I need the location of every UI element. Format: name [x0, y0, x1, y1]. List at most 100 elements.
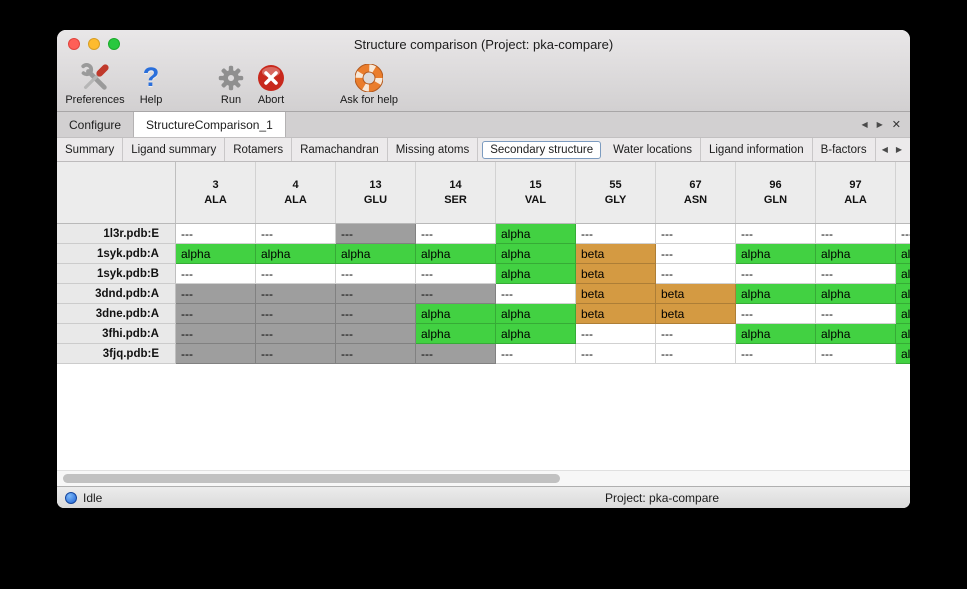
column-header[interactable]: 55 GLY: [576, 162, 656, 223]
secondary-structure-cell[interactable]: ---: [256, 224, 336, 244]
secondary-structure-cell[interactable]: ---: [256, 304, 336, 324]
secondary-structure-cell[interactable]: ---: [576, 324, 656, 344]
column-header[interactable]: 97 ALA: [816, 162, 896, 223]
secondary-structure-cell[interactable]: alpha: [816, 244, 896, 264]
secondary-structure-cell[interactable]: alpha: [416, 304, 496, 324]
tab-configure[interactable]: Configure: [57, 112, 135, 137]
secondary-structure-cell[interactable]: ---: [256, 284, 336, 304]
subtab-ligand-summary[interactable]: Ligand summary: [123, 138, 226, 161]
secondary-structure-cell[interactable]: alpha: [896, 284, 910, 304]
secondary-structure-cell[interactable]: beta: [576, 264, 656, 284]
secondary-structure-cell[interactable]: alpha: [496, 304, 576, 324]
secondary-structure-cell[interactable]: beta: [576, 244, 656, 264]
column-header[interactable]: [896, 162, 910, 223]
subtab-next-icon[interactable]: ▶: [895, 145, 902, 154]
secondary-structure-cell[interactable]: alpha: [496, 224, 576, 244]
secondary-structure-cell[interactable]: ---: [576, 224, 656, 244]
secondary-structure-cell[interactable]: alpha: [736, 244, 816, 264]
secondary-structure-cell[interactable]: ---: [336, 224, 416, 244]
secondary-structure-cell[interactable]: ---: [336, 304, 416, 324]
column-header[interactable]: 67 ASN: [656, 162, 736, 223]
secondary-structure-cell[interactable]: ---: [336, 284, 416, 304]
row-header[interactable]: 3fjq.pdb:E: [57, 344, 176, 364]
secondary-structure-cell[interactable]: ---: [176, 224, 256, 244]
secondary-structure-cell[interactable]: alpha: [896, 344, 910, 364]
close-window-button[interactable]: [68, 38, 80, 50]
secondary-structure-cell[interactable]: ---: [416, 224, 496, 244]
title-bar[interactable]: Structure comparison (Project: pka-compa…: [57, 30, 910, 58]
minimize-window-button[interactable]: [88, 38, 100, 50]
row-header[interactable]: 3dnd.pdb:A: [57, 284, 176, 304]
secondary-structure-cell[interactable]: alpha: [896, 264, 910, 284]
row-header[interactable]: 1syk.pdb:B: [57, 264, 176, 284]
secondary-structure-cell[interactable]: ---: [736, 264, 816, 284]
secondary-structure-cell[interactable]: alpha: [416, 324, 496, 344]
secondary-structure-cell[interactable]: ---: [256, 344, 336, 364]
row-header[interactable]: 1syk.pdb:A: [57, 244, 176, 264]
secondary-structure-cell[interactable]: ---: [576, 344, 656, 364]
column-header[interactable]: 15 VAL: [496, 162, 576, 223]
secondary-structure-cell[interactable]: ---: [336, 264, 416, 284]
subtab-ramachandran[interactable]: Ramachandran: [292, 138, 388, 161]
subtab-rotamers[interactable]: Rotamers: [225, 138, 293, 161]
secondary-structure-cell[interactable]: ---: [656, 264, 736, 284]
preferences-button[interactable]: Preferences: [63, 61, 127, 106]
subtab-secondary-structure[interactable]: Secondary structure: [482, 140, 602, 159]
secondary-structure-cell[interactable]: beta: [656, 284, 736, 304]
secondary-structure-cell[interactable]: ---: [176, 344, 256, 364]
row-header[interactable]: 1l3r.pdb:E: [57, 224, 176, 244]
row-header[interactable]: 3fhi.pdb:A: [57, 324, 176, 344]
subtab-ligand-information[interactable]: Ligand information: [701, 138, 813, 161]
column-header[interactable]: 96 GLN: [736, 162, 816, 223]
secondary-structure-cell[interactable]: beta: [576, 304, 656, 324]
secondary-structure-cell[interactable]: alpha: [496, 244, 576, 264]
secondary-structure-cell[interactable]: beta: [656, 304, 736, 324]
tab-structure-comparison-1[interactable]: StructureComparison_1: [134, 112, 286, 137]
zoom-window-button[interactable]: [108, 38, 120, 50]
secondary-structure-cell[interactable]: ---: [176, 324, 256, 344]
secondary-structure-cell[interactable]: ---: [656, 244, 736, 264]
secondary-structure-cell[interactable]: ---: [656, 324, 736, 344]
column-header[interactable]: 3 ALA: [176, 162, 256, 223]
tab-close-icon[interactable]: ✕: [891, 119, 901, 131]
column-header[interactable]: 14 SER: [416, 162, 496, 223]
secondary-structure-cell[interactable]: ---: [176, 304, 256, 324]
subtab-missing-atoms[interactable]: Missing atoms: [388, 138, 479, 161]
secondary-structure-cell[interactable]: alpha: [336, 244, 416, 264]
secondary-structure-cell[interactable]: ---: [816, 264, 896, 284]
column-header[interactable]: 4 ALA: [256, 162, 336, 223]
secondary-structure-cell[interactable]: ---: [736, 224, 816, 244]
subtab-prev-icon[interactable]: ◀: [881, 145, 888, 154]
subtab-water-locations[interactable]: Water locations: [605, 138, 701, 161]
horizontal-scrollbar-track[interactable]: [57, 470, 910, 486]
tab-prev-icon[interactable]: ◀: [861, 120, 868, 129]
secondary-structure-cell[interactable]: alpha: [496, 264, 576, 284]
secondary-structure-cell[interactable]: ---: [176, 284, 256, 304]
secondary-structure-cell[interactable]: ---: [336, 344, 416, 364]
secondary-structure-cell[interactable]: ---: [736, 304, 816, 324]
secondary-structure-cell[interactable]: alpha: [896, 324, 910, 344]
secondary-structure-cell[interactable]: ---: [496, 344, 576, 364]
subtab-summary[interactable]: Summary: [57, 138, 124, 161]
secondary-structure-cell[interactable]: ---: [256, 324, 336, 344]
secondary-structure-cell[interactable]: ---: [416, 284, 496, 304]
secondary-structure-cell[interactable]: alpha: [816, 284, 896, 304]
secondary-structure-cell[interactable]: ---: [656, 344, 736, 364]
secondary-structure-cell[interactable]: ---: [496, 284, 576, 304]
secondary-structure-cell[interactable]: alpha: [736, 284, 816, 304]
secondary-structure-cell[interactable]: ---: [736, 344, 816, 364]
secondary-structure-cell[interactable]: alpha: [256, 244, 336, 264]
secondary-structure-cell[interactable]: alpha: [896, 244, 910, 264]
secondary-structure-cell[interactable]: ---: [816, 344, 896, 364]
secondary-structure-cell[interactable]: ---: [416, 264, 496, 284]
secondary-structure-cell[interactable]: ---: [816, 304, 896, 324]
secondary-structure-cell[interactable]: alpha: [736, 324, 816, 344]
secondary-structure-cell[interactable]: ---: [816, 224, 896, 244]
secondary-structure-cell[interactable]: ---: [896, 224, 910, 244]
secondary-structure-cell[interactable]: ---: [656, 224, 736, 244]
run-button[interactable]: Run: [216, 61, 246, 106]
secondary-structure-cell[interactable]: alpha: [496, 324, 576, 344]
secondary-structure-cell[interactable]: alpha: [896, 304, 910, 324]
secondary-structure-cell[interactable]: beta: [576, 284, 656, 304]
subtab-b-factors[interactable]: B-factors: [813, 138, 876, 161]
